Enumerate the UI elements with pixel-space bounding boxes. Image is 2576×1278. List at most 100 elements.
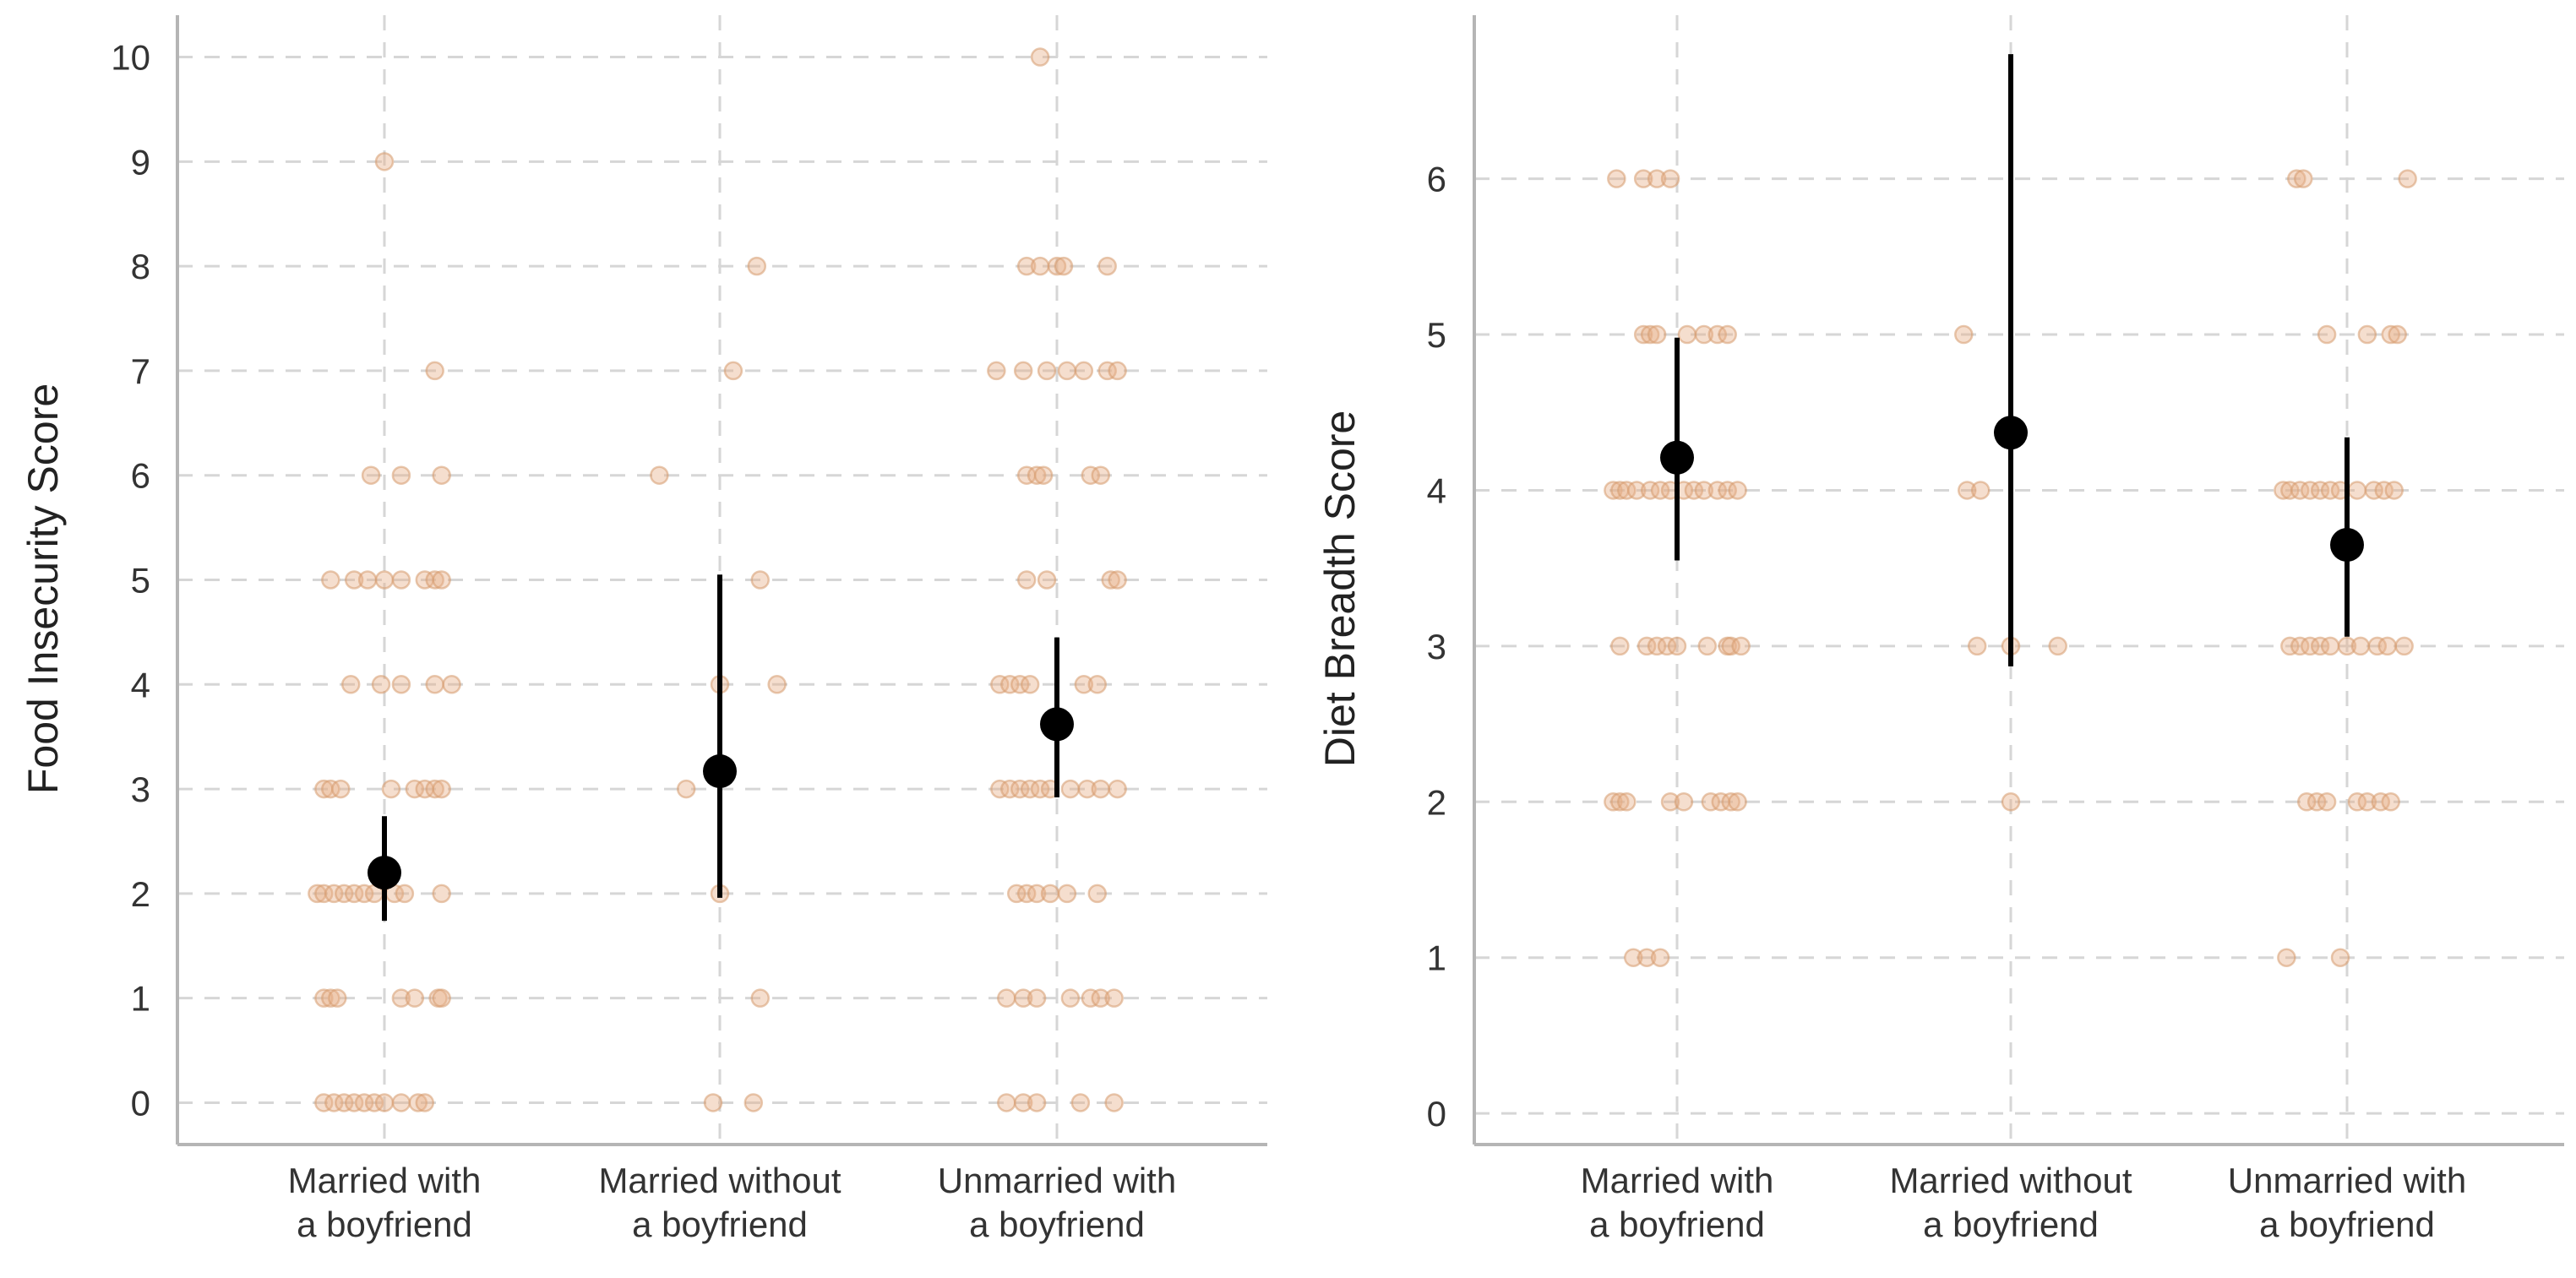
data-point	[1087, 884, 1108, 904]
data-point	[2320, 481, 2340, 500]
data-point	[391, 988, 411, 1008]
data-point	[432, 988, 451, 1008]
y-tick-label: 9	[131, 142, 150, 182]
data-point	[2377, 636, 2398, 656]
data-point	[1640, 324, 1660, 345]
data-point	[354, 884, 374, 904]
data-point	[321, 779, 340, 799]
data-point	[1633, 169, 1653, 188]
data-point	[2357, 324, 2377, 345]
data-point	[405, 779, 425, 799]
data-point	[1104, 1093, 1124, 1112]
data-point	[1721, 792, 1740, 812]
data-point	[425, 361, 444, 381]
y-tick-label: 4	[1427, 470, 1446, 510]
data-point	[1970, 481, 1991, 500]
x-tick-label-line: a boyfriend	[2259, 1205, 2435, 1244]
data-point	[324, 884, 344, 904]
data-point	[432, 570, 451, 590]
data-point	[425, 570, 444, 590]
data-point	[1006, 884, 1027, 904]
data-point	[1101, 570, 1120, 590]
data-point	[1647, 324, 1667, 345]
data-point	[1016, 884, 1037, 904]
data-point	[2280, 481, 2300, 500]
data-point	[2337, 636, 2357, 656]
data-point	[1000, 779, 1020, 799]
data-point	[2287, 169, 2306, 188]
data-point	[364, 1093, 384, 1112]
data-point	[334, 884, 354, 904]
data-point	[1013, 1093, 1033, 1112]
data-point	[374, 1093, 395, 1112]
data-point	[1104, 988, 1124, 1008]
data-point	[321, 988, 340, 1008]
data-point	[1081, 465, 1101, 485]
data-point	[1091, 779, 1110, 799]
data-point	[1604, 792, 1623, 812]
data-point	[2398, 169, 2417, 188]
data-point	[1667, 636, 1687, 656]
data-point	[1027, 465, 1047, 485]
data-point	[1731, 636, 1751, 656]
mean-point	[1660, 440, 1694, 475]
x-tick-label-line: Married with	[1581, 1161, 1774, 1200]
data-point	[2367, 636, 2388, 656]
data-point	[2381, 324, 2400, 345]
data-point	[1650, 481, 1670, 500]
data-point	[442, 675, 461, 694]
data-point	[1604, 481, 1623, 500]
data-point	[1016, 256, 1037, 276]
data-point	[2300, 636, 2320, 656]
data-point	[1633, 324, 1653, 345]
data-point	[1650, 948, 1670, 967]
data-point	[1060, 779, 1081, 799]
y-tick-label: 3	[1427, 627, 1446, 666]
data-point	[1057, 361, 1077, 381]
data-point	[1610, 636, 1630, 656]
data-point	[2277, 948, 2296, 967]
data-point	[2350, 636, 2371, 656]
data-point	[1013, 988, 1033, 1008]
data-point	[1020, 675, 1040, 694]
data-point	[374, 152, 395, 171]
data-point	[361, 465, 381, 485]
y-tick-label: 7	[131, 351, 150, 391]
data-point	[1697, 636, 1718, 656]
data-point	[1047, 256, 1067, 276]
data-point	[1020, 779, 1040, 799]
data-point	[391, 1093, 411, 1112]
data-point	[2347, 792, 2367, 812]
x-tick-label: Married with a boyfriend	[1581, 1161, 1774, 1244]
mean-point	[703, 754, 737, 789]
data-point	[2317, 792, 2337, 812]
data-point	[1707, 481, 1728, 500]
data-point	[2371, 792, 2391, 812]
data-point	[432, 884, 451, 904]
data-point	[1033, 465, 1054, 485]
mean-point	[1040, 707, 1074, 742]
data-point	[1694, 481, 1714, 500]
data-point	[1958, 481, 1977, 500]
data-point	[432, 465, 451, 485]
data-point	[997, 1093, 1016, 1112]
data-point	[357, 570, 378, 590]
data-point	[1647, 636, 1667, 656]
data-point	[381, 779, 401, 799]
data-point	[1721, 636, 1740, 656]
data-point	[2306, 792, 2327, 812]
x-tick-label: Unmarried with a boyfriend	[938, 1161, 1176, 1244]
data-point	[650, 465, 669, 485]
data-point	[750, 570, 771, 590]
data-point	[2290, 481, 2310, 500]
data-point	[432, 779, 451, 799]
data-point	[1684, 481, 1704, 500]
data-point	[2320, 636, 2340, 656]
x-tick-label: Married with a boyfriend	[288, 1161, 482, 1244]
data-point	[340, 675, 361, 694]
x-tick-label-line: a boyfriend	[1923, 1205, 2099, 1244]
y-tick-label: 4	[131, 665, 150, 704]
y-tick-label: 0	[1427, 1094, 1446, 1134]
data-point	[344, 884, 364, 904]
